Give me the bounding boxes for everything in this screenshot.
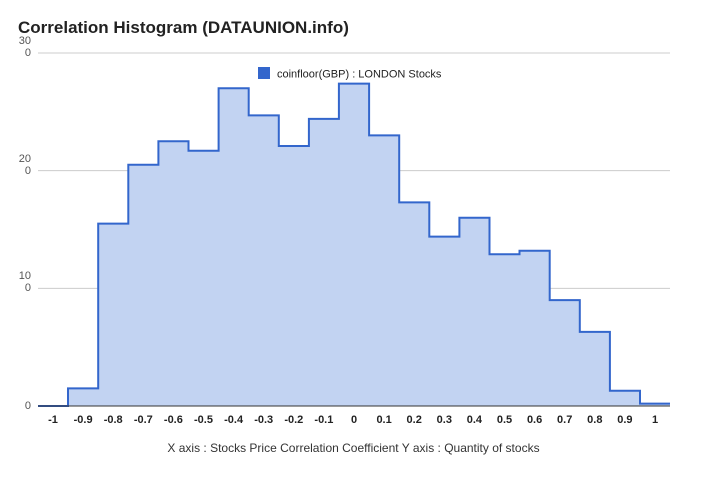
x-tick-label: 0.8 bbox=[587, 414, 602, 426]
histogram-area bbox=[38, 83, 670, 406]
x-tick-label: -0.8 bbox=[104, 414, 123, 426]
x-tick-label: 0.4 bbox=[467, 414, 483, 426]
chart-title: Correlation Histogram (DATAUNION.info) bbox=[18, 18, 349, 37]
x-tick-label: 1 bbox=[652, 414, 658, 426]
legend-swatch bbox=[258, 67, 270, 79]
x-tick-label: 0.6 bbox=[527, 414, 542, 426]
x-tick-label: 0.5 bbox=[497, 414, 512, 426]
y-tick-label: 20 0 bbox=[18, 152, 31, 177]
x-tick-label: 0.1 bbox=[376, 414, 391, 426]
x-tick-label: -0.7 bbox=[134, 414, 153, 426]
x-tick-label: 0.2 bbox=[407, 414, 422, 426]
axis-caption: X axis : Stocks Price Correlation Coeffi… bbox=[167, 441, 540, 455]
x-tick-label: -1 bbox=[48, 414, 58, 426]
x-tick-label: -0.3 bbox=[254, 414, 273, 426]
x-tick-label: 0 bbox=[351, 414, 357, 426]
x-tick-label: 0.7 bbox=[557, 414, 572, 426]
x-tick-label: -0.1 bbox=[314, 414, 333, 426]
x-tick-label: -0.6 bbox=[164, 414, 183, 426]
legend-label: coinfloor(GBP) : LONDON Stocks bbox=[277, 69, 442, 81]
x-tick-label: -0.9 bbox=[74, 414, 93, 426]
y-tick-label: 30 0 bbox=[18, 35, 31, 59]
y-tick-label: 10 0 bbox=[18, 270, 31, 295]
x-tick-label: 0.3 bbox=[437, 414, 452, 426]
x-tick-label: -0.2 bbox=[284, 414, 303, 426]
x-tick-label: 0.9 bbox=[617, 414, 632, 426]
histogram-line bbox=[38, 82, 670, 407]
x-tick-label: -0.5 bbox=[194, 414, 213, 426]
y-tick-label: 0 bbox=[24, 400, 31, 412]
x-tick-label: -0.4 bbox=[224, 414, 244, 426]
